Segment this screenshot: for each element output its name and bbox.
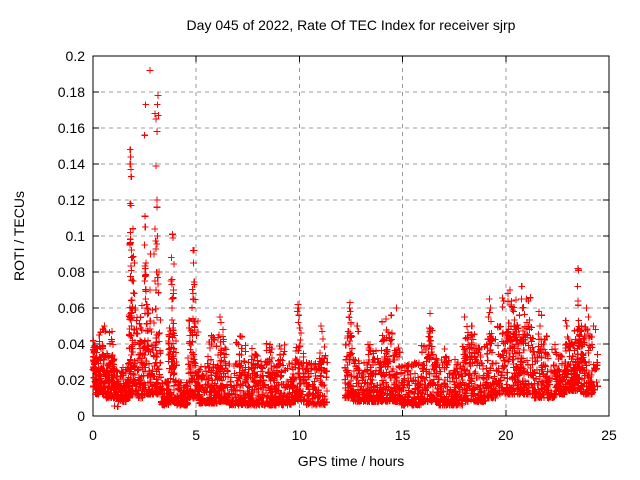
- x-tick-label: 20: [498, 427, 514, 443]
- y-tick-labels: 0 0.02 0.04 0.06 0.08 0.1 0.12 0.14 0.16 0.18 0.2: [58, 48, 85, 424]
- y-tick-label: 0.18: [58, 84, 85, 100]
- chart-title: Day 045 of 2022, Rate Of TEC Index for r…: [187, 17, 516, 33]
- y-tick-label: 0.02: [58, 372, 85, 388]
- plot-border-and-ticks: [92, 55, 610, 417]
- y-tick-label: 0.14: [58, 156, 85, 172]
- y-tick-label: 0.1: [66, 228, 86, 244]
- x-tick-label: 25: [601, 427, 617, 443]
- x-axis-label: GPS time / hours: [298, 453, 405, 469]
- y-tick-label: 0: [77, 408, 85, 424]
- y-tick-label: 0.06: [58, 300, 85, 316]
- y-tick-label: 0.04: [58, 336, 85, 352]
- y-tick-label: 0.2: [66, 48, 86, 64]
- x-tick-label: 5: [192, 427, 200, 443]
- y-tick-label: 0.12: [58, 192, 85, 208]
- x-tick-label: 0: [89, 427, 97, 443]
- x-tick-label: 15: [395, 427, 411, 443]
- y-axis-label: ROTI / TECUs: [11, 191, 27, 281]
- x-tick-label: 10: [292, 427, 308, 443]
- y-tick-label: 0.16: [58, 120, 85, 136]
- x-tick-labels: 0 5 10 15 20 25: [89, 427, 617, 443]
- data-points: [89, 67, 601, 410]
- y-tick-label: 0.08: [58, 264, 85, 280]
